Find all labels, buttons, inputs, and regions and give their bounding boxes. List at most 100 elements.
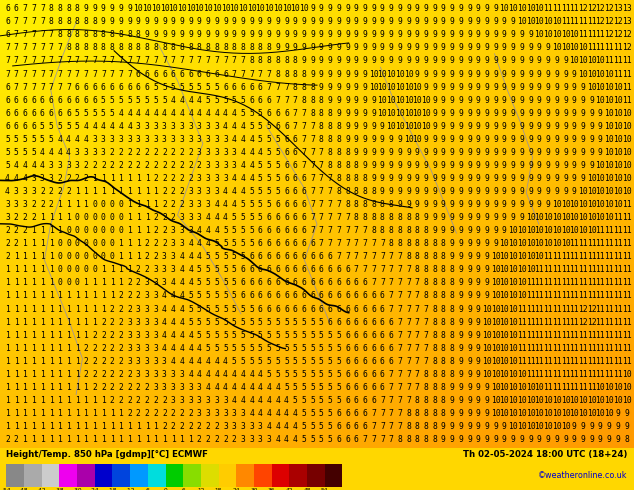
Text: 11: 11 (543, 383, 553, 392)
Text: 1: 1 (31, 278, 36, 288)
Text: 1: 1 (49, 343, 53, 353)
Text: 10: 10 (160, 4, 169, 13)
Text: 9: 9 (328, 44, 332, 52)
Text: 2: 2 (214, 422, 219, 431)
Text: 11: 11 (517, 304, 527, 314)
Text: 24: 24 (233, 489, 240, 490)
Text: 5: 5 (310, 422, 315, 431)
Text: 11: 11 (543, 292, 553, 300)
Text: 9: 9 (581, 174, 585, 183)
Text: 54: 54 (321, 489, 328, 490)
Text: 10: 10 (534, 422, 544, 431)
Text: 2: 2 (162, 226, 167, 235)
Text: 6: 6 (258, 278, 262, 288)
Text: 9: 9 (467, 30, 472, 39)
Text: 1: 1 (5, 343, 10, 353)
Text: 9: 9 (537, 200, 541, 209)
Text: 9: 9 (458, 357, 463, 366)
Text: 9: 9 (511, 200, 515, 209)
Text: 1: 1 (119, 422, 123, 431)
Text: 0: 0 (75, 226, 80, 235)
Text: 11: 11 (569, 239, 579, 248)
Text: 6: 6 (153, 70, 158, 78)
Text: 8: 8 (441, 239, 446, 248)
Text: 7: 7 (31, 56, 36, 66)
Text: 2: 2 (14, 226, 18, 235)
Text: 3: 3 (93, 148, 97, 157)
Text: 10: 10 (491, 370, 501, 379)
Text: 8: 8 (389, 213, 394, 222)
Text: 6: 6 (337, 409, 341, 418)
Text: 9: 9 (467, 187, 472, 196)
Text: 9: 9 (119, 4, 123, 13)
Text: 1: 1 (14, 343, 18, 353)
Text: 11: 11 (560, 331, 571, 340)
Bar (254, 464, 271, 487)
Text: 8: 8 (93, 44, 97, 52)
Text: 10: 10 (517, 422, 527, 431)
Text: 9: 9 (450, 252, 455, 261)
Text: 5: 5 (205, 278, 210, 288)
Text: 9: 9 (528, 56, 533, 66)
Text: 9: 9 (484, 200, 489, 209)
Text: 11: 11 (604, 239, 614, 248)
Text: 9: 9 (511, 30, 515, 39)
Text: 5: 5 (249, 343, 254, 353)
Text: 5: 5 (284, 318, 289, 327)
Text: 3: 3 (205, 161, 210, 170)
Text: 4: 4 (205, 109, 210, 118)
Text: 9: 9 (101, 17, 106, 26)
Text: 4: 4 (66, 148, 71, 157)
Text: 9: 9 (458, 266, 463, 274)
Text: 4: 4 (179, 357, 184, 366)
Text: 8: 8 (406, 422, 411, 431)
Text: 7: 7 (398, 409, 402, 418)
Text: 6: 6 (249, 278, 254, 288)
Text: 7: 7 (127, 56, 132, 66)
Text: 9: 9 (389, 148, 394, 157)
Text: 9: 9 (528, 135, 533, 144)
Text: 8: 8 (450, 343, 455, 353)
Text: 9: 9 (380, 30, 385, 39)
Text: 5: 5 (23, 135, 27, 144)
Text: 9: 9 (345, 70, 350, 78)
Text: 2: 2 (23, 226, 27, 235)
Text: 11: 11 (552, 252, 562, 261)
Text: 8: 8 (267, 44, 271, 52)
Text: 1: 1 (58, 357, 62, 366)
Text: 7: 7 (406, 383, 411, 392)
Text: 10: 10 (404, 109, 413, 118)
Text: 11: 11 (621, 83, 631, 92)
Text: 9: 9 (441, 226, 446, 235)
Text: 9: 9 (476, 187, 481, 196)
Text: 9: 9 (310, 30, 315, 39)
Text: 8: 8 (162, 44, 167, 52)
Text: 9: 9 (467, 83, 472, 92)
Text: 4: 4 (214, 370, 219, 379)
Text: 11: 11 (621, 331, 631, 340)
Text: 3: 3 (110, 135, 115, 144)
Text: 5: 5 (258, 357, 262, 366)
Text: Height/Temp. 850 hPa [gdmp][°C] ECMWF: Height/Temp. 850 hPa [gdmp][°C] ECMWF (6, 450, 208, 459)
Text: 9: 9 (467, 109, 472, 118)
Text: 9: 9 (493, 70, 498, 78)
Text: 5: 5 (249, 304, 254, 314)
Text: 5: 5 (293, 343, 297, 353)
Text: 6: 6 (363, 331, 367, 340)
Text: 5: 5 (127, 96, 132, 105)
Text: 3: 3 (162, 383, 167, 392)
Text: 9: 9 (563, 96, 568, 105)
Text: 6: 6 (363, 370, 367, 379)
Text: 0: 0 (75, 278, 80, 288)
Text: 11: 11 (613, 318, 623, 327)
Text: 11: 11 (578, 383, 588, 392)
Text: 10: 10 (543, 409, 553, 418)
Text: 7: 7 (310, 122, 315, 131)
Text: 5: 5 (232, 266, 236, 274)
Text: 2: 2 (171, 213, 176, 222)
Text: 1: 1 (5, 357, 10, 366)
Text: 5: 5 (258, 200, 262, 209)
Text: 8: 8 (293, 70, 297, 78)
Text: 5: 5 (310, 343, 315, 353)
Text: 9: 9 (519, 187, 524, 196)
